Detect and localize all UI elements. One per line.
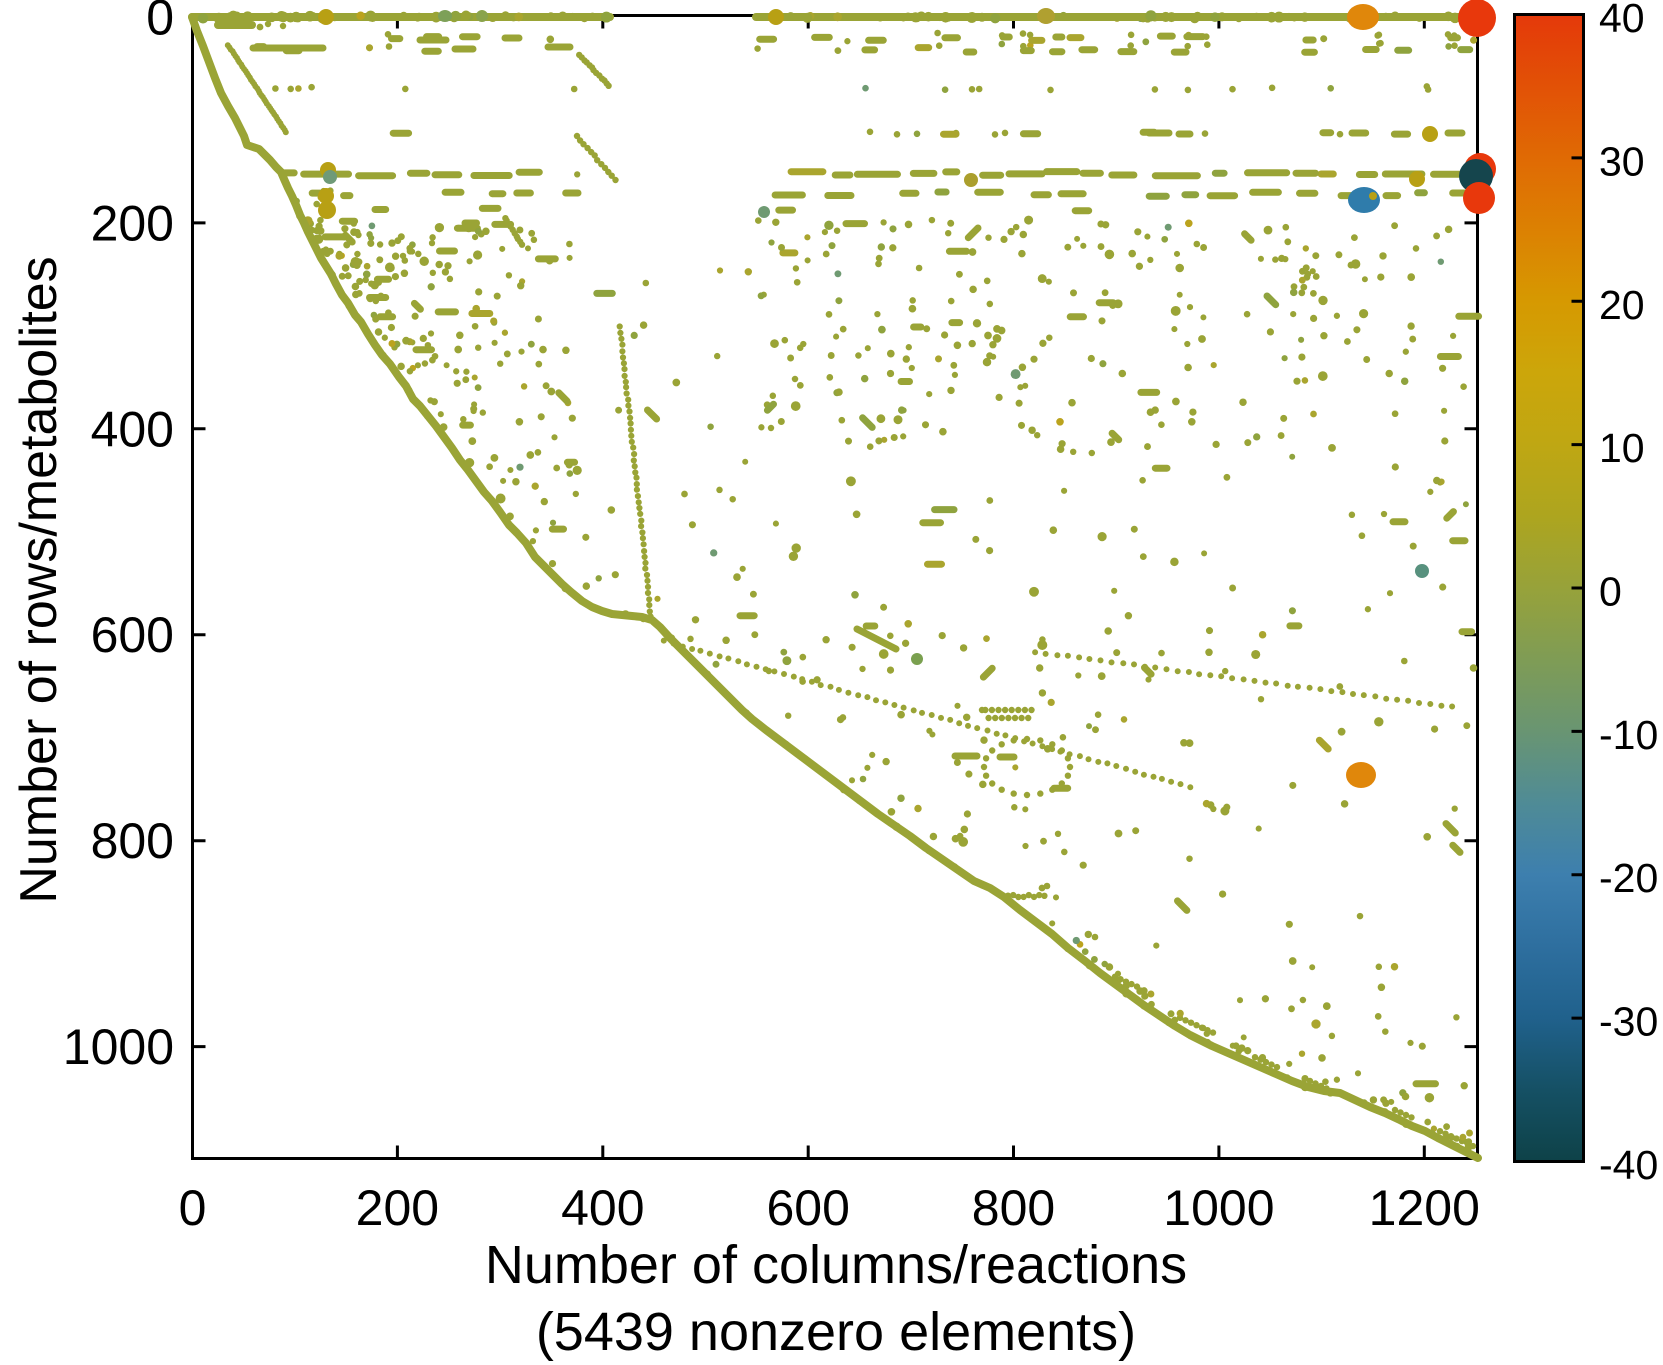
svg-text:800: 800	[91, 813, 174, 869]
svg-text:200: 200	[356, 1180, 439, 1236]
svg-text:400: 400	[561, 1180, 644, 1236]
svg-text:400: 400	[91, 401, 174, 457]
svg-text:-30: -30	[1599, 999, 1658, 1045]
svg-text:200: 200	[91, 195, 174, 251]
svg-text:10: 10	[1599, 425, 1645, 471]
svg-text:Number of columns/reactions: Number of columns/reactions	[485, 1235, 1187, 1295]
svg-text:-20: -20	[1599, 855, 1658, 901]
svg-text:600: 600	[91, 607, 174, 663]
svg-text:1000: 1000	[1163, 1180, 1274, 1236]
svg-text:800: 800	[972, 1180, 1055, 1236]
svg-text:20: 20	[1599, 282, 1645, 328]
svg-text:40: 40	[1599, 0, 1645, 41]
svg-text:Number of rows/metabolites: Number of rows/metabolites	[10, 256, 68, 903]
svg-text:0: 0	[1599, 569, 1622, 615]
svg-text:30: 30	[1599, 138, 1645, 184]
svg-text:(5439 nonzero elements): (5439 nonzero elements)	[536, 1302, 1136, 1362]
svg-text:-10: -10	[1599, 712, 1658, 758]
svg-text:-40: -40	[1599, 1142, 1658, 1188]
svg-text:1000: 1000	[63, 1019, 174, 1075]
svg-text:0: 0	[179, 1180, 207, 1236]
svg-text:600: 600	[766, 1180, 849, 1236]
svg-text:1200: 1200	[1369, 1180, 1480, 1236]
svg-text:0: 0	[146, 0, 174, 46]
